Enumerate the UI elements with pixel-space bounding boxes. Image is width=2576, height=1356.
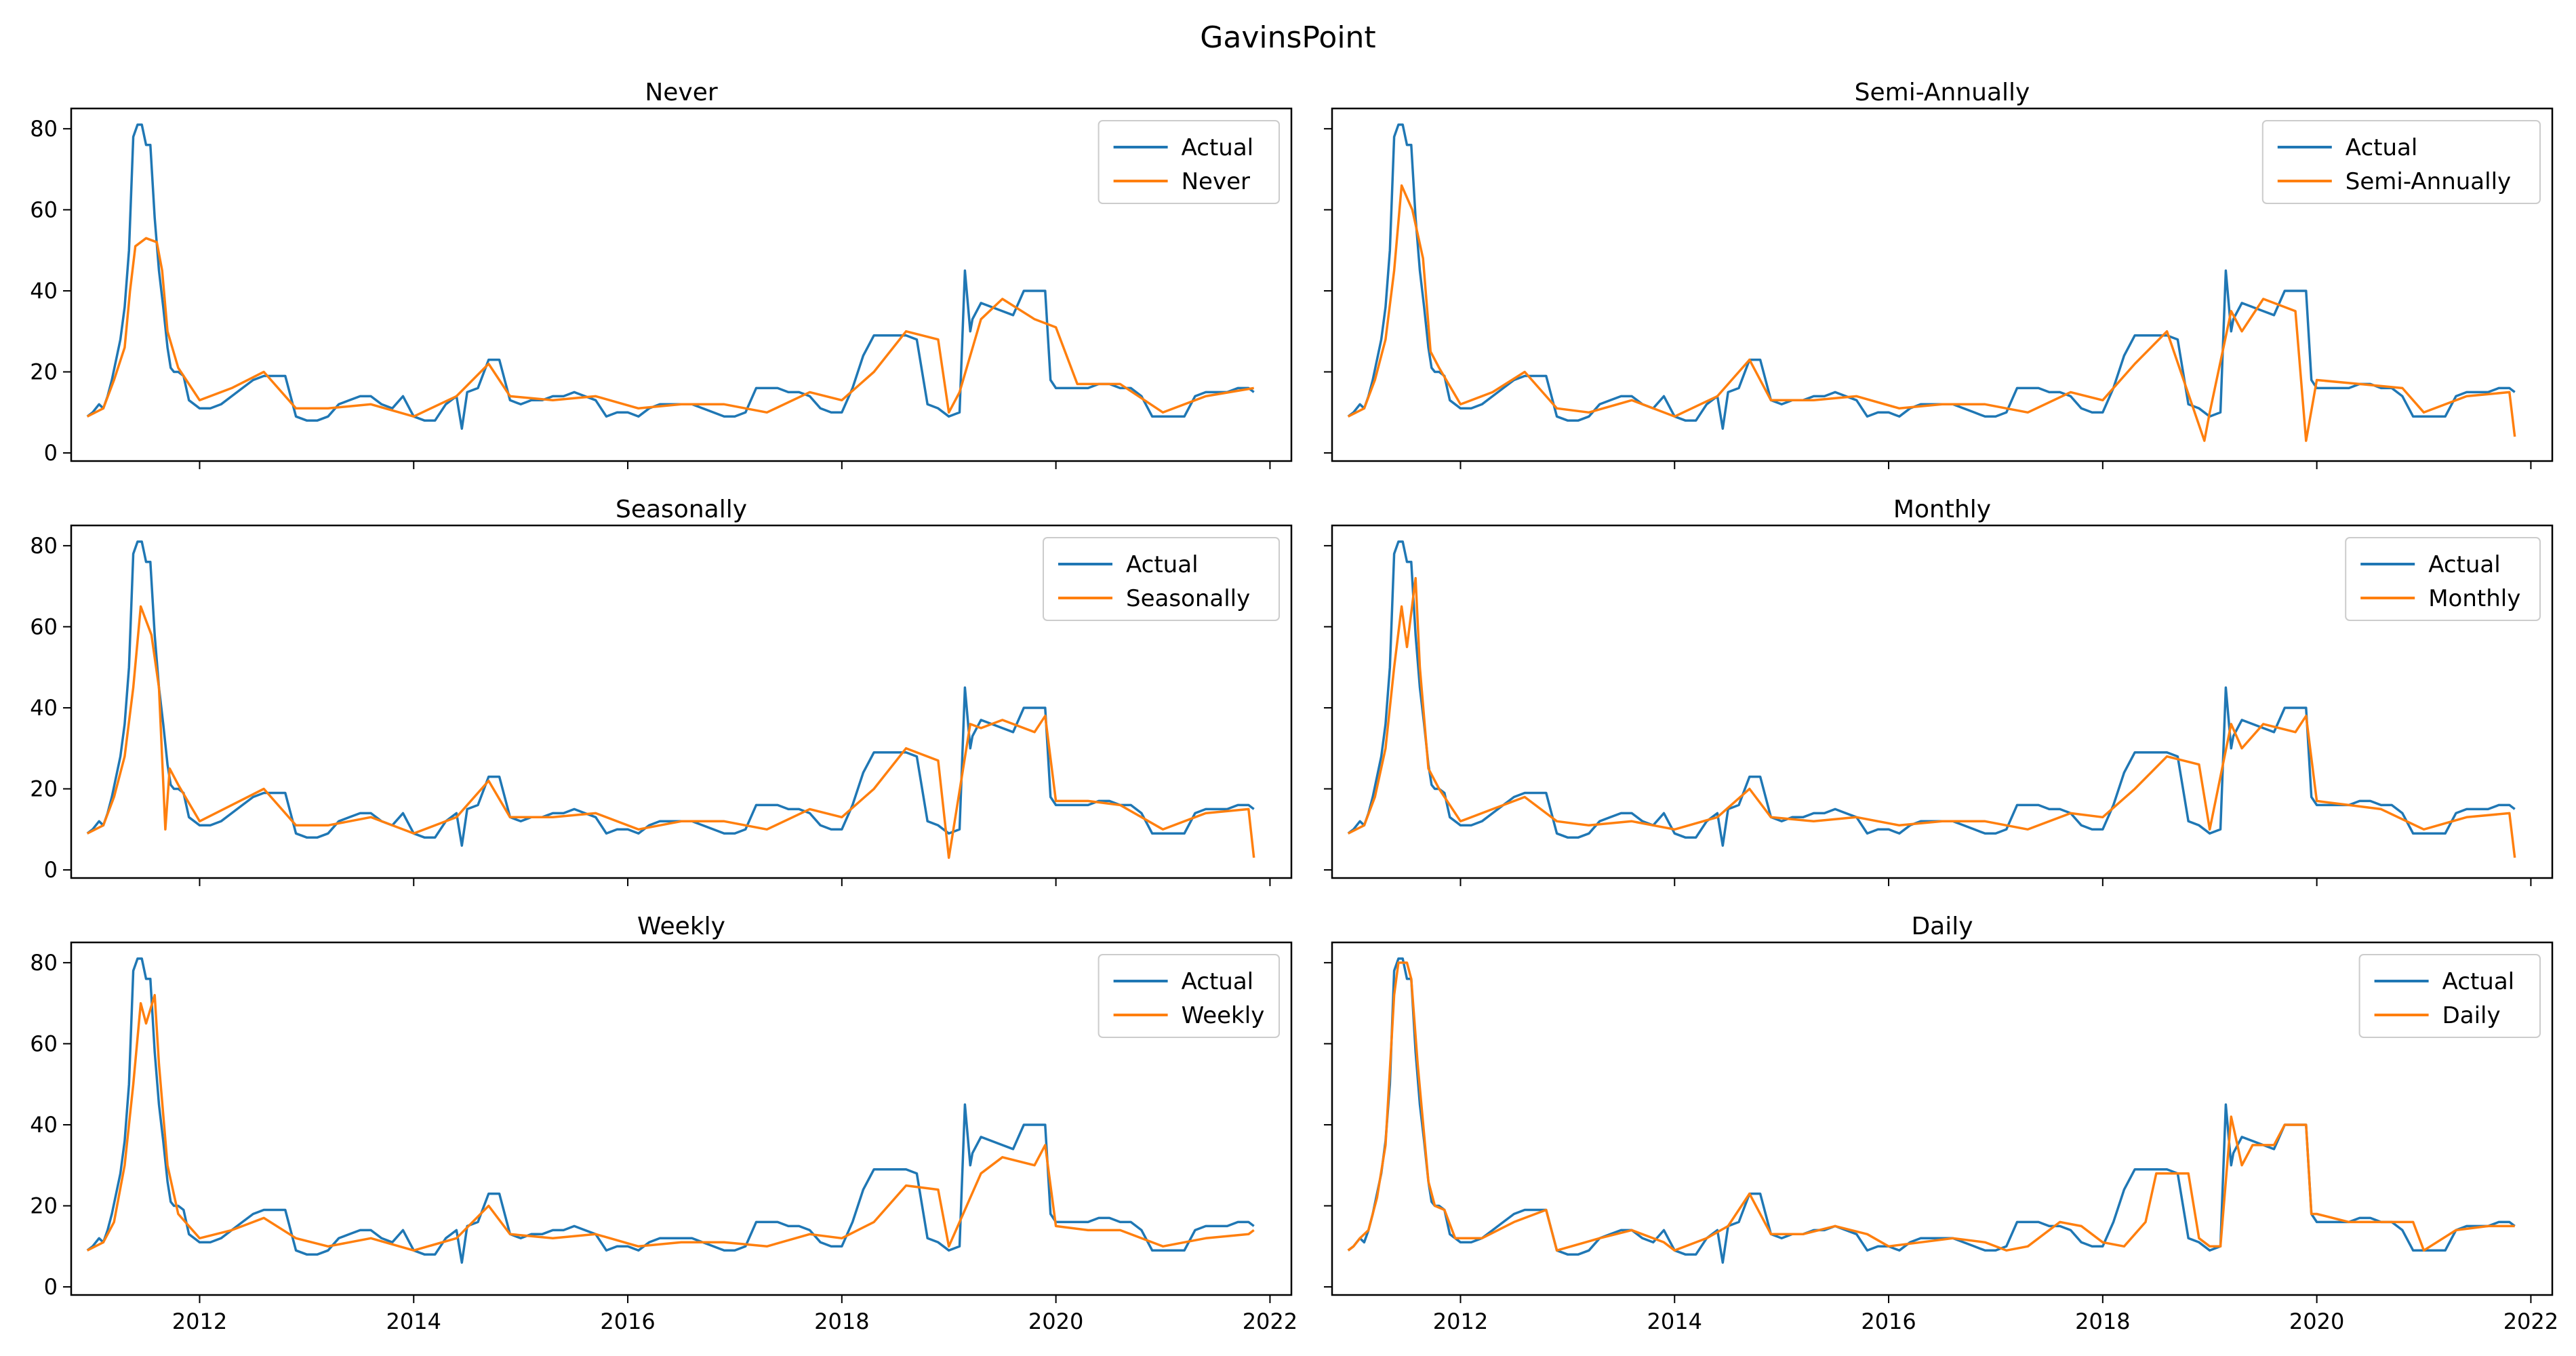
axes-frame xyxy=(70,107,1293,462)
axes-frame xyxy=(1331,107,2554,462)
legend-entry: Actual xyxy=(2442,968,2515,995)
legend-frame xyxy=(1098,954,1280,1038)
subplot-daily: Daily 2012 2014 2016 2018 2020 2022 Actual Daily xyxy=(1324,913,2558,1334)
legend-entry: Actual xyxy=(2428,551,2501,578)
x-tick-label: 2014 xyxy=(1647,1309,1702,1334)
y-tick-label: 60 xyxy=(30,197,58,222)
y-tick-label: 20 xyxy=(30,776,58,802)
subplot-seasonally: Seasonally 0 20 40 60 80 Actual Seasonally xyxy=(30,496,1293,886)
legend-frame xyxy=(1043,537,1280,621)
y-tick-label: 0 xyxy=(44,440,58,466)
y-tick-label: 20 xyxy=(30,1193,58,1219)
axes-frame xyxy=(1331,941,2554,1296)
y-tick-label: 80 xyxy=(30,950,58,976)
subplot-title: Semi-Annually xyxy=(1855,79,2030,106)
legend-entry: Actual xyxy=(1126,551,1199,578)
subplot-never: Never 0 20 40 60 80 Actual Never xyxy=(30,79,1293,469)
legend-entry: Actual xyxy=(2346,134,2418,161)
series-line-actual xyxy=(86,957,1255,1264)
y-tick-label: 40 xyxy=(30,695,58,721)
series-line-semi-annually xyxy=(1347,184,2516,442)
axes-frame xyxy=(70,524,1293,879)
x-tick-label: 2016 xyxy=(600,1309,655,1334)
legend-entry: Actual xyxy=(1182,134,1254,161)
subplot-monthly: Monthly Actual Monthly xyxy=(1324,496,2554,886)
series-line-daily xyxy=(1347,961,2515,1252)
series-line-never xyxy=(86,237,1254,418)
x-tick-label: 2018 xyxy=(814,1309,869,1334)
y-tick-label: 20 xyxy=(30,359,58,385)
legend-entry: Weekly xyxy=(1182,1002,1265,1029)
legend: Actual Never xyxy=(1098,120,1280,204)
legend-frame xyxy=(2345,537,2541,621)
legend: Actual Daily xyxy=(2358,954,2541,1038)
x-tick-label: 2012 xyxy=(1433,1309,1488,1334)
subplot-weekly: Weekly 0 20 40 60 80 2012 2014 2016 2018 2020 2022 A… xyxy=(30,913,1297,1334)
x-tick-label: 2012 xyxy=(172,1309,227,1334)
legend-frame xyxy=(2358,954,2541,1038)
y-tick-label: 40 xyxy=(30,278,58,304)
subplot-title: Never xyxy=(645,79,718,106)
subplot-title: Daily xyxy=(1911,913,1973,940)
series-line-actual xyxy=(86,540,1255,847)
axes-frame xyxy=(70,941,1293,1296)
legend-entry: Seasonally xyxy=(1126,585,1250,612)
legend: Actual Seasonally xyxy=(1043,537,1280,621)
x-tick-label: 2022 xyxy=(1243,1309,1297,1334)
x-tick-label: 2014 xyxy=(386,1309,441,1334)
legend-entry: Semi-Annually xyxy=(2346,168,2511,195)
axes-frame xyxy=(1331,524,2554,879)
series-line-seasonally xyxy=(86,605,1255,859)
y-tick-label: 80 xyxy=(30,533,58,559)
legend: Actual Weekly xyxy=(1098,954,1280,1038)
y-tick-label: 80 xyxy=(30,116,58,142)
y-tick-label: 0 xyxy=(44,1274,58,1300)
legend-entry: Daily xyxy=(2442,1002,2501,1029)
figure-title: GavinsPoint xyxy=(1200,20,1375,55)
legend-frame xyxy=(2261,120,2541,204)
subplot-title: Monthly xyxy=(1893,496,1991,523)
series-line-weekly xyxy=(86,993,1255,1252)
x-tick-label: 2018 xyxy=(2075,1309,2130,1334)
legend: Actual Semi-Annually xyxy=(2261,120,2541,204)
series-line-actual xyxy=(86,123,1255,430)
y-tick-label: 60 xyxy=(30,1031,58,1056)
legend-frame xyxy=(1098,120,1280,204)
x-tick-label: 2022 xyxy=(2503,1309,2558,1334)
x-tick-label: 2016 xyxy=(1861,1309,1916,1334)
y-tick-label: 40 xyxy=(30,1112,58,1138)
y-tick-label: 0 xyxy=(44,857,58,883)
subplot-title: Seasonally xyxy=(616,496,747,523)
subplot-semi-annually: Semi-Annually Actual Semi-Annually xyxy=(1324,79,2554,469)
y-tick-label: 60 xyxy=(30,614,58,639)
x-tick-label: 2020 xyxy=(2289,1309,2344,1334)
legend-entry: Actual xyxy=(1182,968,1254,995)
series-line-monthly xyxy=(1347,576,2516,858)
subplot-title: Weekly xyxy=(637,913,725,940)
legend: Actual Monthly xyxy=(2345,537,2541,621)
legend-entry: Monthly xyxy=(2428,585,2520,612)
x-tick-label: 2020 xyxy=(1028,1309,1083,1334)
subplot-grid: Never020406080ActualNeverSemi-AnnuallyAc… xyxy=(30,79,2558,1334)
legend-entry: Never xyxy=(1182,168,1250,195)
series-line-actual xyxy=(1347,123,2516,430)
